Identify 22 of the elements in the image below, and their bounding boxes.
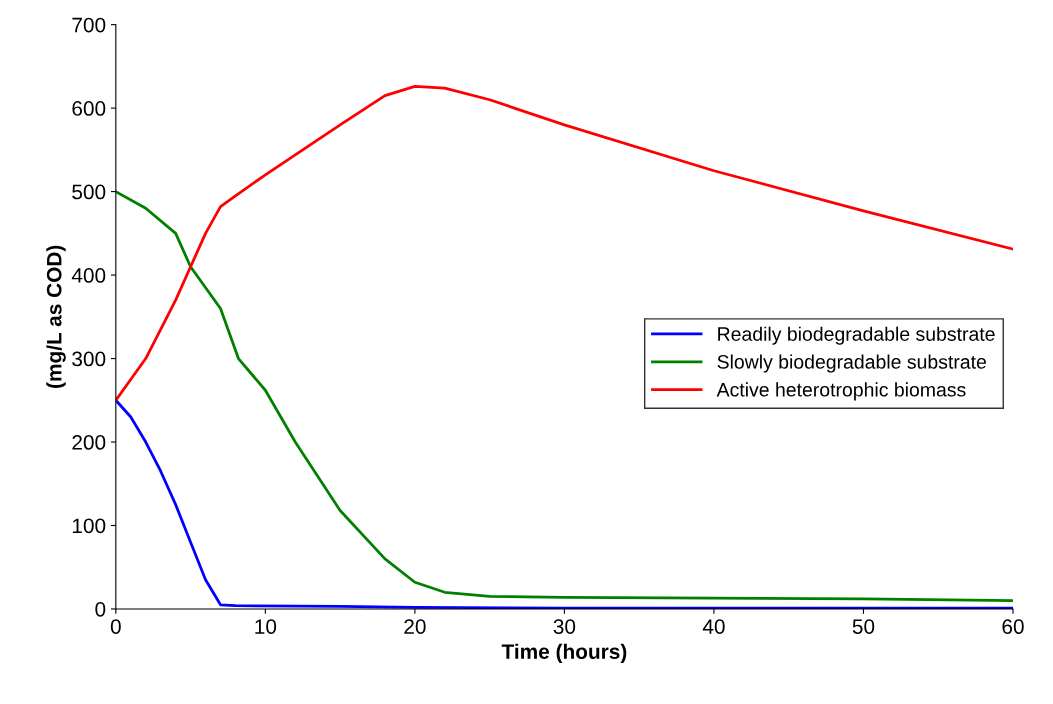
x-tick-label: 30: [553, 619, 576, 634]
line-series: [115, 85, 1013, 402]
x-tick-label: 50: [852, 619, 875, 634]
legend-label: Readily biodegradable substrate: [718, 326, 995, 345]
x-tick-label: 60: [1002, 619, 1024, 634]
y-tick-label: 400: [71, 268, 106, 283]
y-tick-label: 700: [72, 17, 106, 33]
y-tick-label: 500: [72, 184, 106, 200]
y-tick-label: 200: [72, 435, 106, 450]
line-series: [115, 190, 1013, 602]
y-tick-label: 100: [72, 518, 106, 534]
x-axis-title: Time (hours): [501, 643, 627, 664]
x-tick-label: 10: [255, 619, 277, 634]
legend-label: Active heterotrophic biomass: [716, 382, 966, 401]
y-axis-title: (mg/L as COD): [46, 245, 66, 388]
x-tick-label: 20: [404, 619, 426, 634]
y-tick-label: 0: [95, 601, 106, 617]
legend-label: Slowly biodegradable substrate: [717, 354, 986, 373]
y-tick-label: 600: [72, 101, 106, 116]
y-tick-label: 300: [72, 351, 106, 367]
x-tick-label: 40: [702, 619, 725, 634]
x-tick-label: 0: [110, 619, 121, 634]
